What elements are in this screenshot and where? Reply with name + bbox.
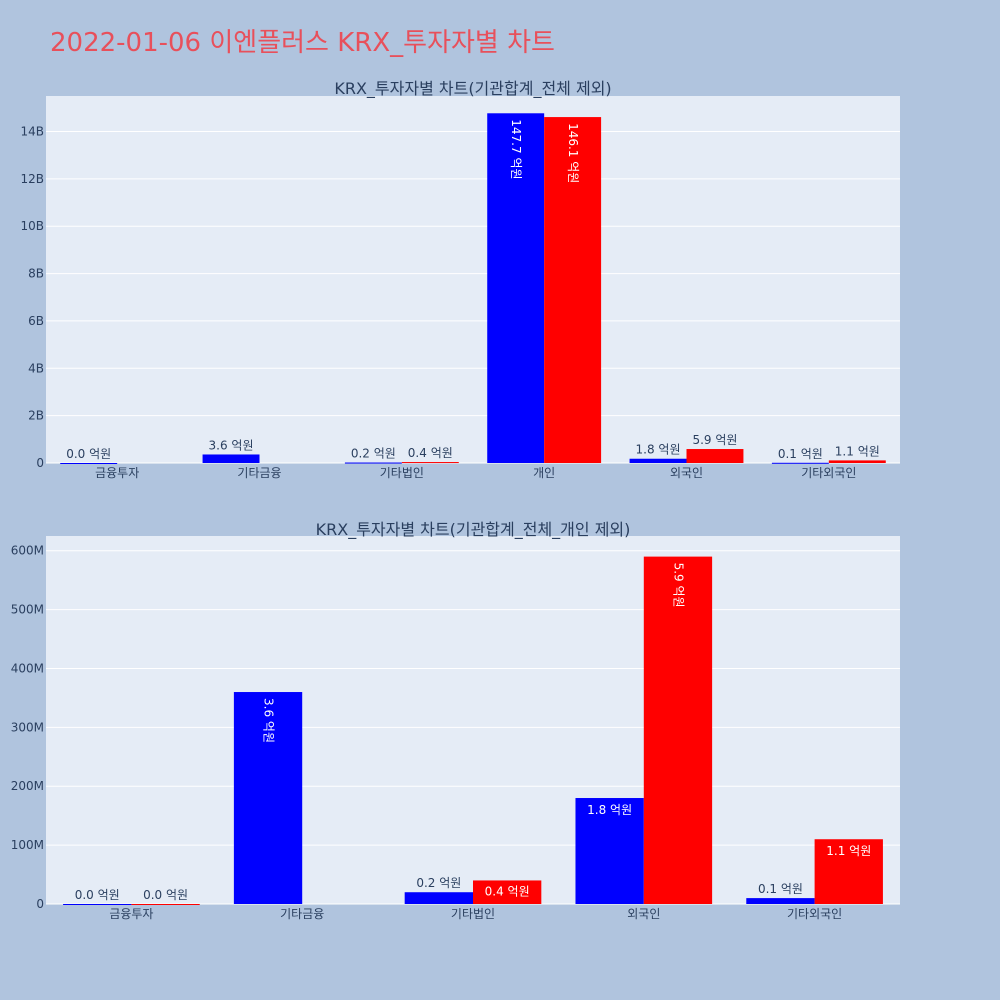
x-tick-label: 기타금융 xyxy=(237,466,281,480)
data-label: 1.1 억원 xyxy=(826,844,871,858)
y-tick-label: 0 xyxy=(36,897,44,911)
data-label: 5.9 억원 xyxy=(671,563,685,608)
x-tick-label: 기타외국인 xyxy=(801,466,856,480)
data-label: 3.6 억원 xyxy=(262,698,276,743)
bar xyxy=(60,463,118,464)
y-tick-label: 400M xyxy=(11,661,44,675)
data-label: 0.1 억원 xyxy=(758,882,803,896)
x-tick-label: 기타법인 xyxy=(451,907,495,921)
data-label: 0.0 억원 xyxy=(75,888,120,902)
y-tick-label: 100M xyxy=(11,838,44,852)
bar xyxy=(473,880,542,904)
chart-title: KRX_투자자별 차트(기관합계_전체 제외) xyxy=(334,79,611,99)
y-tick-label: 2B xyxy=(28,409,44,423)
data-label: 0.4 억원 xyxy=(408,446,453,460)
chart-bottom: 0 100M 200M 300M 400M 500M 600M KRX_투자자별 차트(기관합… xyxy=(11,520,900,921)
bar xyxy=(746,898,815,904)
bar xyxy=(487,113,545,463)
x-tick-label: 외국인 xyxy=(627,907,660,921)
x-tick-label: 금융투자 xyxy=(109,907,153,921)
bar xyxy=(771,462,829,464)
y-tick-label: 200M xyxy=(11,779,44,793)
bar xyxy=(686,449,744,463)
y-tick-label: 300M xyxy=(11,720,44,734)
bar xyxy=(202,454,260,463)
x-tick-label: 금융투자 xyxy=(95,466,139,480)
y-tick-label: 0 xyxy=(36,456,44,470)
y-tick-label: 8B xyxy=(28,267,44,281)
y-tick-label: 4B xyxy=(28,361,44,375)
bar xyxy=(575,798,644,904)
bar xyxy=(63,904,132,905)
chart-top: 0 2B 4B 6B 8B 10B 12B 14B KRX_투자자별 차트(기관합계_전체 제외… xyxy=(20,79,900,480)
data-label: 1.8 억원 xyxy=(587,803,632,817)
x-tick-label: 외국인 xyxy=(670,466,703,480)
data-label: 0.2 억원 xyxy=(351,447,396,461)
bar xyxy=(233,692,303,904)
data-label: 0.2 억원 xyxy=(416,876,461,890)
data-label: 0.0 억원 xyxy=(66,447,111,461)
bar xyxy=(629,458,687,463)
data-label: 1.1 억원 xyxy=(835,444,880,458)
y-tick-label: 500M xyxy=(11,603,44,617)
page-title: 2022-01-06 이엔플러스 KRX_투자자별 차트 xyxy=(50,28,555,58)
bar xyxy=(131,904,200,905)
x-tick-label: 기타법인 xyxy=(380,466,424,480)
y-tick-label: 6B xyxy=(28,314,44,328)
y-tick-label: 14B xyxy=(20,125,44,139)
data-label: 0.0 억원 xyxy=(143,888,188,902)
x-tick-label: 기타외국인 xyxy=(787,907,842,921)
bar xyxy=(544,117,602,463)
data-label: 147.7 억원 xyxy=(509,119,523,179)
data-label: 0.1 억원 xyxy=(778,447,823,461)
chart-title: KRX_투자자별 차트(기관합계_전체_개인 제외) xyxy=(316,520,631,540)
bar xyxy=(401,462,459,464)
bar xyxy=(643,556,713,904)
bar xyxy=(344,462,402,464)
plot-area xyxy=(46,536,900,904)
bar xyxy=(814,839,883,904)
bar xyxy=(828,460,886,463)
y-tick-label: 12B xyxy=(20,172,44,186)
x-tick-label: 개인 xyxy=(533,466,555,480)
y-tick-label: 600M xyxy=(11,544,44,558)
plot-area xyxy=(46,96,900,463)
data-label: 0.4 억원 xyxy=(485,884,530,898)
bar xyxy=(404,892,473,904)
x-tick-label: 기타금융 xyxy=(280,907,324,921)
y-tick-label: 10B xyxy=(20,219,44,233)
data-label: 5.9 억원 xyxy=(692,433,737,447)
data-label: 1.8 억원 xyxy=(636,443,681,457)
data-label: 146.1 억원 xyxy=(566,123,580,183)
data-label: 3.6 억원 xyxy=(209,438,254,452)
